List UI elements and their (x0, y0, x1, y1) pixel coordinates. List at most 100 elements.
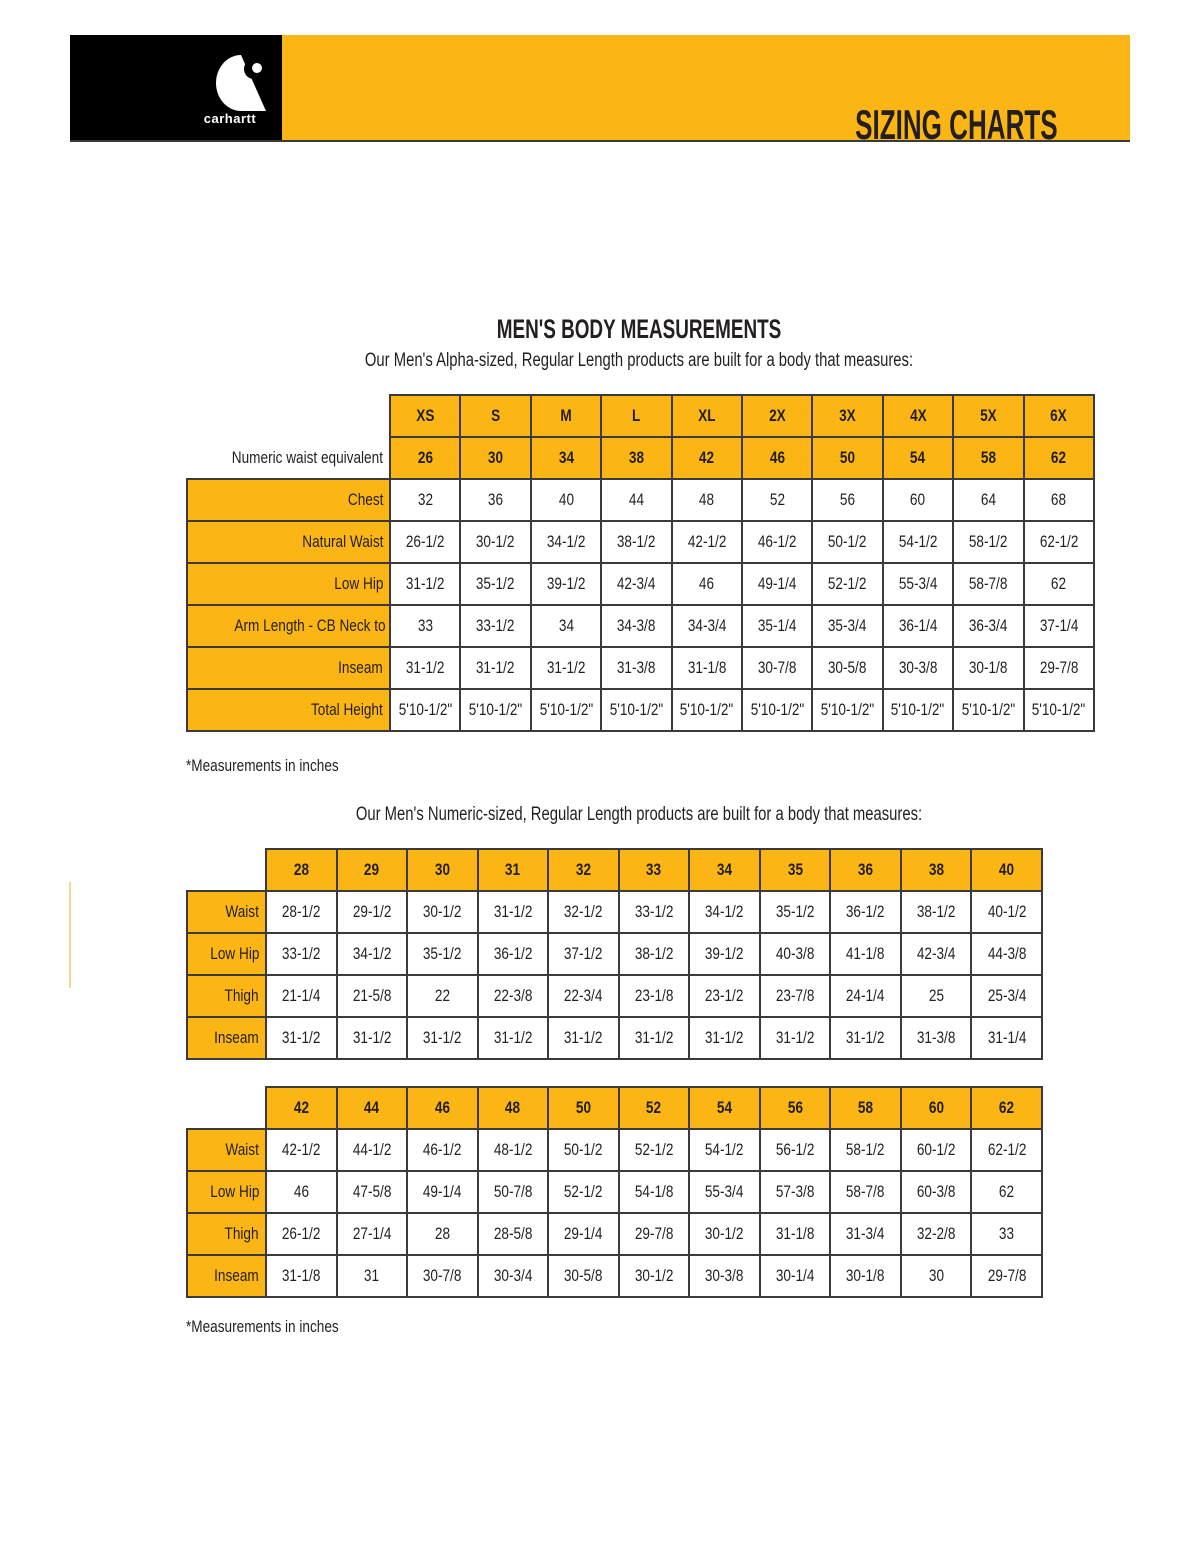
table-cell-text: 26-1/2 (405, 532, 445, 551)
table-cell-text: 47-5/8 (352, 1182, 392, 1201)
size-header: 35 (758, 848, 832, 892)
table-cell: 38-1/2 (600, 520, 673, 564)
table-row: Waist 28-1/2 29-1/2 30-1/2 31-1/2 32-1/2 33-1/… (186, 890, 1043, 934)
row-label: Low Hip (186, 932, 267, 976)
table-cell: 5'10-1/2" (670, 688, 743, 732)
table-cell-text: 48-1/2 (493, 1140, 533, 1159)
table-cell-text: 31-1/2 (564, 1028, 603, 1047)
empty-corner (187, 849, 266, 891)
table-cell: 33-1/2 (265, 932, 338, 976)
row-label-text: Thigh (224, 1224, 259, 1243)
size-header-text: 44 (364, 1098, 380, 1117)
table-cell-text: 25 (928, 986, 944, 1005)
table-cell: 28-5/8 (476, 1212, 550, 1256)
size-header: 62 (970, 1086, 1043, 1130)
table-cell-text: 31-3/4 (846, 1224, 885, 1243)
size-header-text: 30 (434, 860, 450, 879)
size-header: S (459, 394, 532, 438)
row-label-text: Chest (347, 490, 383, 509)
table-cell-text: 50-1/2 (828, 532, 867, 551)
size-header: 38 (899, 848, 973, 892)
table-cell: 31-1/2 (335, 1016, 409, 1060)
table-cell: 35-1/2 (406, 932, 479, 976)
table-cell-text: 31-3/8 (916, 1028, 956, 1047)
table-cell: 31-1/2 (758, 1016, 832, 1060)
size-header-row: XS S M L XL 2X 3X 4X 5X 6X (187, 394, 1096, 438)
table-cell: 46 (265, 1170, 338, 1214)
table-cell-text: 50-1/2 (564, 1140, 603, 1159)
table-cell-text: 38-1/2 (617, 532, 656, 551)
table-cell-text: 62-1/2 (987, 1140, 1026, 1159)
waist-equivalent-cell-text: 30 (488, 448, 504, 467)
table-cell-text: 31-1/2 (405, 658, 445, 677)
table-cell: 34-1/2 (335, 932, 409, 976)
empty-corner (187, 1087, 266, 1129)
table-cell-text: 32-2/8 (916, 1224, 956, 1243)
table-cell-text: 62 (1051, 574, 1067, 593)
table-cell: 28-1/2 (265, 890, 338, 934)
row-label-text: Low Hip (333, 574, 383, 593)
size-header-text: 40 (999, 860, 1015, 879)
table-cell: 30-1/2 (459, 520, 532, 564)
table-cell-text: 31-1/2 (423, 1028, 462, 1047)
table-cell: 57-3/8 (758, 1170, 832, 1214)
table-cell-text: 5'10-1/2" (679, 700, 734, 719)
table-cell-text: 21-5/8 (352, 986, 392, 1005)
table-cell-text: 30-3/8 (898, 658, 938, 677)
table-cell: 34-1/2 (529, 520, 603, 564)
table-cell: 39-1/2 (529, 562, 603, 606)
table-cell-text: 30-1/8 (969, 658, 1008, 677)
table-cell: 31-3/4 (829, 1212, 902, 1256)
table-cell-text: 23-7/8 (775, 986, 815, 1005)
table-cell: 30-7/8 (740, 646, 814, 690)
brand-wordmark: carhartt (203, 111, 257, 126)
waist-equivalent-cell-text: 38 (628, 448, 644, 467)
table-cell-text: 32 (417, 490, 433, 509)
table-cell: 30-1/4 (758, 1254, 832, 1298)
table-cell-text: 60 (910, 490, 926, 509)
table-cell-text: 44 (628, 490, 644, 509)
table-cell-text: 30-5/8 (828, 658, 867, 677)
table-cell-text: 5'10-1/2" (398, 700, 452, 719)
table-cell: 62-1/2 (1022, 520, 1096, 564)
size-header: 28 (265, 848, 338, 892)
size-header: 40 (970, 848, 1043, 892)
table-cell-text: 36-1/2 (846, 902, 885, 921)
waist-equivalent-cell-text: 58 (980, 448, 996, 467)
table-cell: 21-5/8 (335, 974, 409, 1018)
empty-corner (187, 395, 390, 437)
table-cell: 50-1/2 (811, 520, 884, 564)
table-cell: 22 (406, 974, 479, 1018)
table-cell-text: 58-7/8 (846, 1182, 885, 1201)
size-header-text: 36 (857, 860, 874, 879)
table-cell-text: 5'10-1/2" (468, 700, 523, 719)
table-cell: 31-1/2 (529, 646, 603, 690)
numeric-size-table-2: 42 44 46 48 50 52 54 56 58 60 62 Waist 42-1/2 44-1/2 4… (186, 1086, 1043, 1298)
table-cell: 40-3/8 (758, 932, 832, 976)
table-cell-text: 40-3/8 (775, 944, 815, 963)
table-cell: 31-1/2 (617, 1016, 691, 1060)
table-cell-text: 41-1/8 (846, 944, 885, 963)
table-cell-text: 31-3/8 (617, 658, 656, 677)
waist-equivalent-cell: 58 (952, 436, 1025, 480)
table-cell: 44 (600, 478, 673, 522)
table-cell-text: 62-1/2 (1039, 532, 1079, 551)
waist-equivalent-cell-text: 42 (699, 448, 715, 467)
table-cell-text: 31-1/8 (687, 658, 727, 677)
table-cell: 21-1/4 (265, 974, 338, 1018)
size-header: XS (388, 394, 462, 438)
table-cell-text: 42-1/2 (281, 1140, 321, 1159)
table-cell: 29-7/8 (617, 1212, 691, 1256)
row-label: Inseam (186, 646, 391, 690)
table-cell-text: 31-1/2 (352, 1028, 392, 1047)
waist-equivalent-cell-text: 34 (558, 448, 574, 467)
table-cell-text: 54-1/2 (898, 532, 938, 551)
table-row: Thigh 26-1/2 27-1/4 28 28-5/8 29-1/4 29-7/8 30-… (186, 1212, 1043, 1256)
table-cell-text: 35-1/2 (775, 902, 815, 921)
size-header-text: 38 (928, 860, 944, 879)
table-cell: 30-3/4 (476, 1254, 550, 1298)
table-cell: 46-1/2 (740, 520, 814, 564)
size-header-text: 32 (575, 860, 591, 879)
size-header-text: 2X (768, 406, 786, 425)
